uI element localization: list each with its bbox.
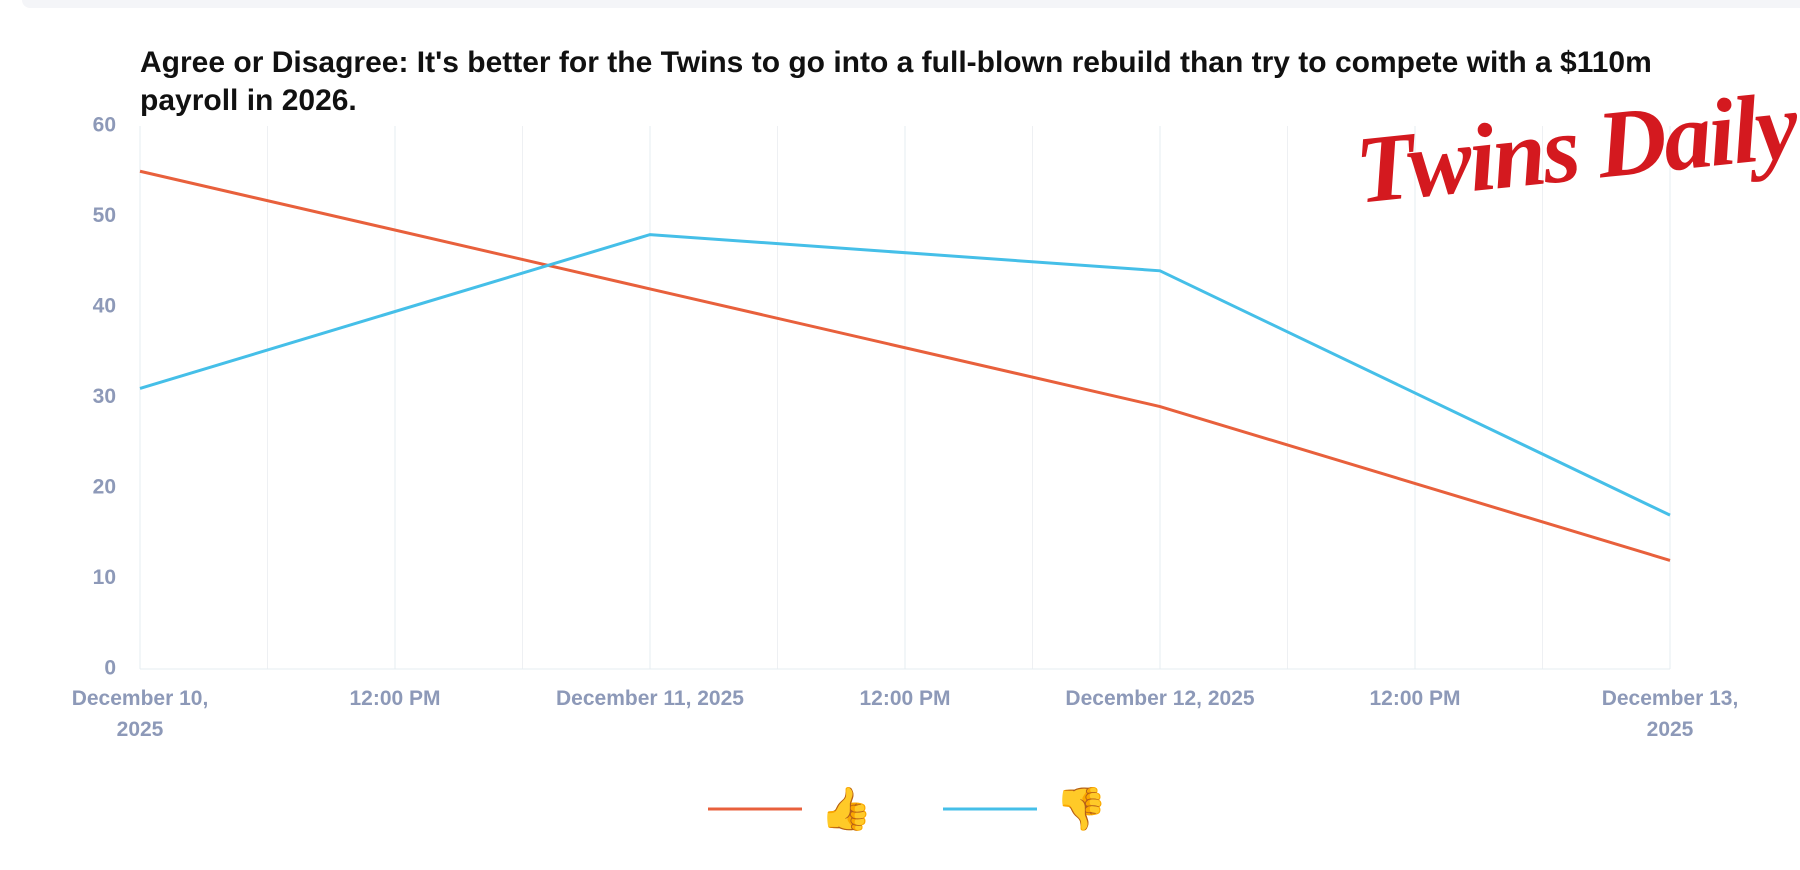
series-line — [139, 169, 1671, 562]
x-tick-label: December 10, 2025 — [71, 687, 209, 741]
y-tick-label: 10 — [93, 566, 116, 589]
y-tick-label: 50 — [93, 204, 116, 227]
y-tick-label: 40 — [93, 295, 116, 318]
y-tick-label: 0 — [104, 657, 116, 680]
y-tick-label: 60 — [93, 114, 116, 137]
x-tick-label: December 12, 2025 — [1065, 687, 1255, 710]
x-tick-label: 12:00 PM — [1369, 687, 1461, 710]
series-line — [139, 233, 1671, 517]
y-tick-label: 30 — [93, 385, 116, 408]
x-tick-label: 12:00 PM — [859, 687, 951, 710]
y-tick-label: 20 — [93, 476, 116, 499]
top-bar — [22, 0, 1800, 8]
chart-title: Agree or Disagree: It's better for the T… — [140, 46, 1652, 117]
x-tick-label: December 13, 2025 — [1601, 687, 1739, 741]
x-tick-label: 12:00 PM — [349, 687, 441, 710]
x-tick-label: December 11, 2025 — [556, 687, 744, 710]
legend-label: 👍 — [820, 785, 873, 832]
legend-label: 👎 — [1055, 785, 1108, 832]
